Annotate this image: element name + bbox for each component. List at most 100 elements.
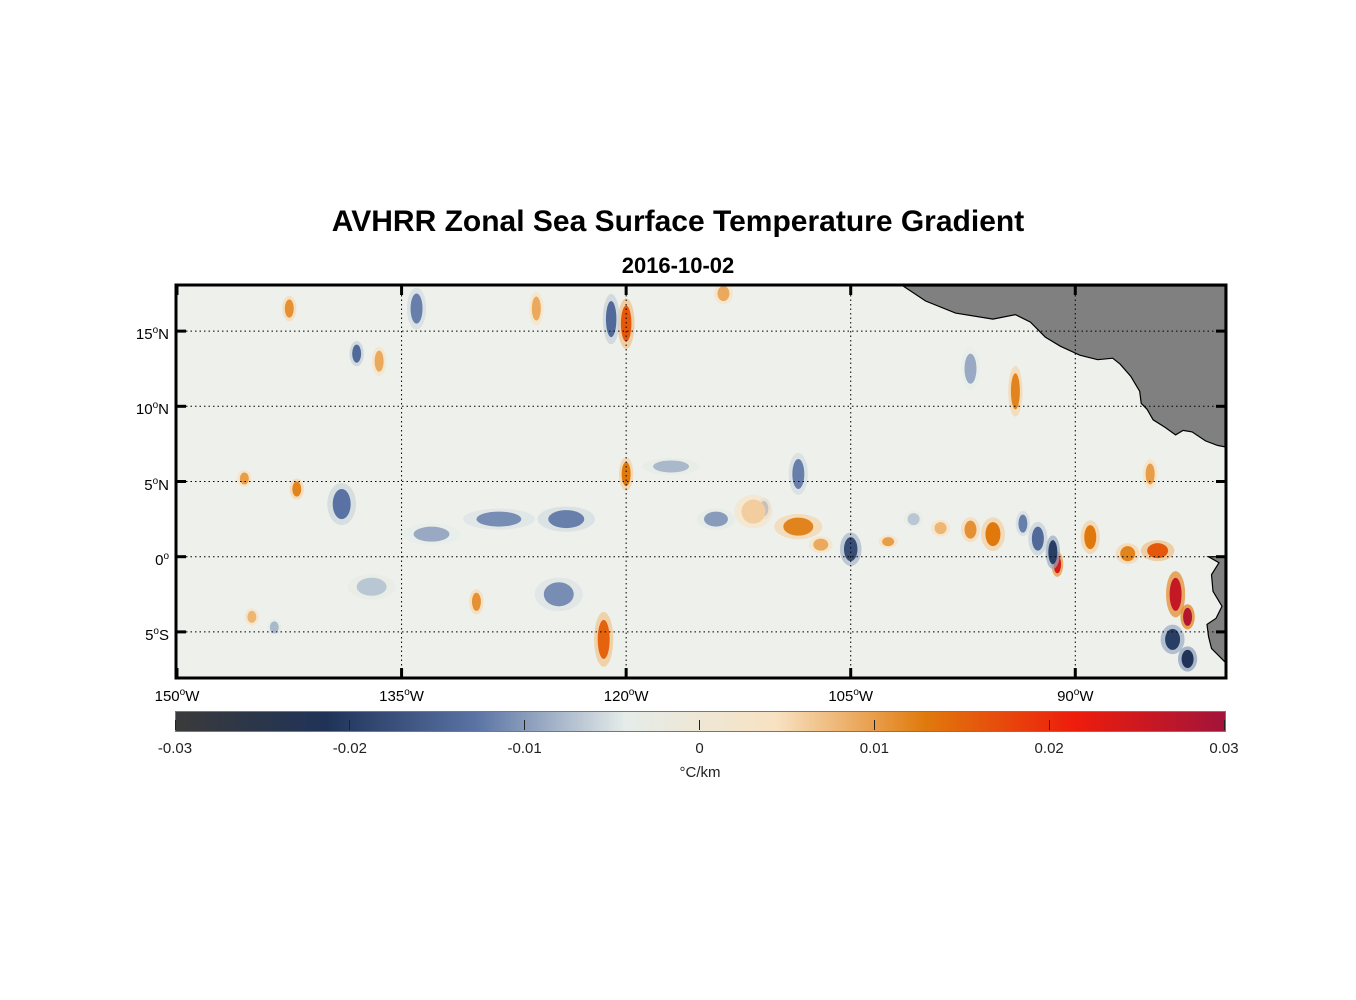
tick-hemisphere: W xyxy=(409,688,424,705)
colorbar-tick xyxy=(1048,720,1050,730)
colorbar-tick xyxy=(174,720,176,730)
tick-degrees: 5 xyxy=(145,626,154,644)
gradient-feature xyxy=(882,537,895,547)
tick-hemisphere: N xyxy=(158,326,169,344)
tick-hemisphere: W xyxy=(1079,688,1094,705)
gradient-feature xyxy=(703,511,728,527)
tick-degrees: 135 xyxy=(379,688,405,705)
gradient-feature xyxy=(374,350,384,372)
latitude-tick-label: 10oN xyxy=(136,397,169,419)
gradient-feature xyxy=(1018,514,1028,533)
gradient-feature xyxy=(964,520,977,539)
gradient-feature xyxy=(292,481,302,497)
gradient-feature xyxy=(597,619,610,659)
gradient-feature xyxy=(1084,525,1097,550)
tick-degrees: 150 xyxy=(154,688,180,705)
longitude-tick-label: 135oW xyxy=(379,684,424,706)
gradient-feature xyxy=(653,460,690,473)
degree-symbol: o xyxy=(152,325,159,337)
tick-hemisphere: W xyxy=(858,688,874,705)
degree-symbol: o xyxy=(152,475,159,487)
degree-symbol: o xyxy=(163,550,169,562)
colorbar-tick-label: 0.01 xyxy=(859,740,889,757)
degree-symbol: o xyxy=(1073,687,1080,698)
colorbar-tick xyxy=(699,720,700,730)
latitude-tick-label: 5oS xyxy=(145,623,169,645)
colorbar-tick-label: -0.02 xyxy=(332,740,367,757)
colorbar-units: °C/km xyxy=(679,764,721,781)
gradient-feature xyxy=(239,472,249,485)
gradient-feature xyxy=(934,522,947,535)
tick-degrees: 15 xyxy=(135,326,153,344)
degree-symbol: o xyxy=(853,687,859,698)
colorbar xyxy=(175,711,1226,732)
colorbar-tick xyxy=(1223,720,1225,730)
gradient-feature xyxy=(1048,540,1058,565)
colorbar-tick-label: 0 xyxy=(695,740,704,757)
gradient-feature xyxy=(717,286,730,302)
tick-hemisphere: N xyxy=(158,476,169,494)
longitude-tick-label: 150oW xyxy=(155,684,200,706)
subtitle-date: 2016-10-02 xyxy=(621,253,735,278)
latitude-tick-label: 15oN xyxy=(136,322,169,344)
gradient-feature xyxy=(620,305,632,342)
degree-symbol: o xyxy=(404,687,410,698)
gradient-feature xyxy=(269,621,279,634)
degree-symbol: o xyxy=(179,687,186,698)
gridlines xyxy=(177,286,1225,677)
tick-degrees: 10 xyxy=(135,401,153,419)
colorbar-tick-label: -0.01 xyxy=(507,740,542,757)
tick-hemisphere: W xyxy=(634,688,649,705)
gradient-feature xyxy=(985,522,1001,547)
longitude-tick-label: 90oW xyxy=(1057,684,1093,706)
gradient-feature xyxy=(476,511,522,527)
gradient-feature xyxy=(352,344,362,363)
title: AVHRR Zonal Sea Surface Temperature Grad… xyxy=(331,205,1025,238)
gradient-feature xyxy=(543,582,574,607)
gradient-feature xyxy=(621,461,631,487)
gradient-feature xyxy=(813,538,829,551)
longitude-tick-label: 105oW xyxy=(828,684,873,706)
latitude-tick-label: 0o xyxy=(155,548,169,570)
tick-degrees: 105 xyxy=(828,688,854,705)
colorbar-tick-label: 0.02 xyxy=(1034,740,1064,757)
map-frame xyxy=(174,283,1228,680)
colorbar-tick-label: 0.03 xyxy=(1209,740,1239,757)
gradient-feature xyxy=(843,537,858,562)
tick-hemisphere: N xyxy=(158,401,169,419)
colorbar-tick-label: -0.03 xyxy=(157,740,193,757)
gradient-feature xyxy=(410,293,423,324)
gradient-feature xyxy=(741,499,766,524)
colorbar-tick xyxy=(349,720,351,730)
gradient-feature xyxy=(247,610,257,623)
latitude-tick-label: 5oN xyxy=(144,473,169,495)
gradient-feature xyxy=(413,526,450,542)
gradient-feature xyxy=(1165,628,1181,650)
gradient-feature xyxy=(1183,607,1193,626)
tick-hemisphere: W xyxy=(185,688,200,705)
gradient-feature xyxy=(964,353,977,384)
gradient-feature xyxy=(1145,463,1155,485)
longitude-tick-label: 120oW xyxy=(604,684,649,706)
degree-symbol: o xyxy=(153,625,159,637)
land-mass xyxy=(1206,556,1225,663)
colorbar-tick xyxy=(524,720,526,730)
gradient-feature xyxy=(284,299,294,318)
gradient-feature xyxy=(1147,543,1169,559)
gradient-feature xyxy=(1010,373,1020,410)
gradient-feature xyxy=(792,458,805,490)
gradient-feature xyxy=(356,577,387,596)
gradient-feature xyxy=(907,513,920,526)
degree-symbol: o xyxy=(628,687,635,698)
gradient-feature xyxy=(1181,649,1194,668)
gradient-feature xyxy=(332,489,351,520)
gradient-feature xyxy=(1169,577,1182,611)
gradient-feature xyxy=(471,592,481,611)
gradient-feature xyxy=(783,517,814,536)
gradient-feature xyxy=(1031,526,1044,551)
tick-degrees: 120 xyxy=(603,688,629,705)
gradient-feature xyxy=(531,296,541,321)
tick-hemisphere: S xyxy=(158,626,169,644)
gradient-feature xyxy=(1120,546,1136,562)
